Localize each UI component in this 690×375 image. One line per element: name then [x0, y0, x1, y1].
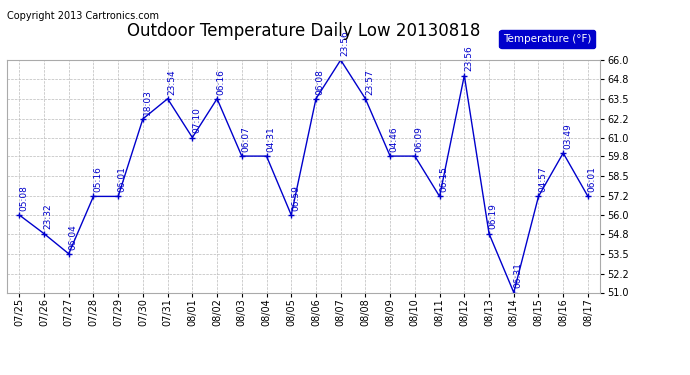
Text: 06:04: 06:04 — [68, 224, 77, 250]
Text: Outdoor Temperature Daily Low 20130818: Outdoor Temperature Daily Low 20130818 — [127, 22, 480, 40]
Text: 06:09: 06:09 — [415, 126, 424, 152]
Text: 23:32: 23:32 — [43, 204, 52, 230]
Text: 06:16: 06:16 — [217, 69, 226, 94]
Text: 04:57: 04:57 — [538, 166, 547, 192]
Text: 05:16: 05:16 — [93, 166, 102, 192]
Text: 06:31: 06:31 — [513, 262, 522, 288]
Text: 23:57: 23:57 — [365, 69, 374, 94]
Text: 05:08: 05:08 — [19, 185, 28, 211]
Text: 23:56: 23:56 — [464, 46, 473, 71]
Text: 07:10: 07:10 — [192, 108, 201, 134]
Text: 06:19: 06:19 — [489, 204, 497, 230]
Text: 23:54: 23:54 — [167, 69, 176, 94]
Text: 03:49: 03:49 — [563, 123, 572, 149]
Legend: Temperature (°F): Temperature (°F) — [500, 30, 595, 48]
Text: 06:07: 06:07 — [241, 126, 250, 152]
Text: 04:46: 04:46 — [390, 126, 399, 152]
Text: 04:31: 04:31 — [266, 126, 275, 152]
Text: 18:03: 18:03 — [143, 89, 152, 115]
Text: 06:01: 06:01 — [588, 166, 597, 192]
Text: Copyright 2013 Cartronics.com: Copyright 2013 Cartronics.com — [7, 11, 159, 21]
Text: 06:15: 06:15 — [440, 166, 449, 192]
Text: 06:59: 06:59 — [291, 185, 300, 211]
Text: 06:01: 06:01 — [118, 166, 127, 192]
Text: 23:56: 23:56 — [340, 30, 349, 56]
Text: 06:08: 06:08 — [315, 69, 324, 94]
